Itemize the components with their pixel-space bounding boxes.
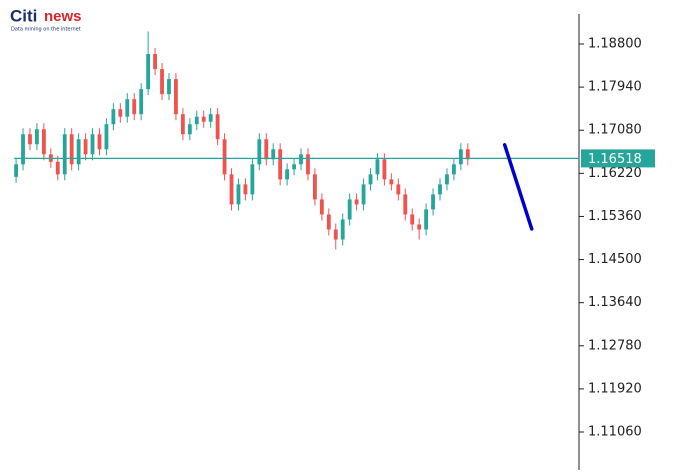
- candle-body: [125, 99, 130, 117]
- candle-body: [410, 214, 415, 225]
- candle-body: [382, 159, 387, 180]
- y-tick-label: 1.11060: [588, 425, 642, 440]
- candle-body: [41, 129, 46, 155]
- candle-body: [243, 184, 248, 195]
- candle-body: [62, 134, 67, 175]
- candle-body: [14, 164, 18, 177]
- candle-body: [69, 134, 74, 165]
- candle-body: [424, 209, 429, 230]
- candle-body: [445, 174, 449, 185]
- current-price-box: [581, 149, 655, 168]
- candle-body: [319, 199, 324, 215]
- candle-body: [167, 79, 171, 95]
- candle-body: [465, 149, 470, 160]
- candle-body: [153, 54, 157, 70]
- candle-body: [417, 224, 422, 230]
- candle-body: [250, 164, 255, 195]
- candle-body: [35, 129, 39, 145]
- candle-body: [229, 174, 234, 205]
- candle-body: [90, 134, 95, 155]
- y-tick-label: 1.14500: [588, 252, 642, 267]
- candle-body: [326, 214, 331, 230]
- candle-body: [438, 184, 442, 195]
- y-tick-label: 1.11920: [588, 381, 642, 396]
- candle-body: [83, 139, 88, 155]
- candle-body: [236, 184, 241, 205]
- candle-body: [451, 164, 456, 175]
- candle-body: [76, 139, 81, 165]
- logo-news: news: [44, 8, 82, 25]
- candle-body: [160, 69, 164, 95]
- candle-body: [306, 154, 310, 175]
- candle-body: [403, 194, 408, 215]
- candle-body: [361, 184, 366, 205]
- candle-body: [313, 174, 317, 200]
- y-tick-label: 1.17940: [588, 80, 642, 95]
- candle-body: [28, 134, 32, 145]
- candle-body: [132, 99, 137, 115]
- candle-body: [201, 116, 206, 122]
- candle-body: [146, 54, 151, 90]
- candle-body: [104, 124, 109, 150]
- y-tick-label: 1.16220: [588, 166, 642, 181]
- candle-body: [111, 109, 116, 125]
- candle-body: [389, 179, 394, 185]
- candle-body: [264, 139, 269, 160]
- logo-citi: Citi: [10, 6, 37, 25]
- candle-body: [21, 134, 25, 165]
- candle-body: [180, 114, 185, 135]
- y-tick-label: 1.12780: [588, 338, 642, 353]
- candle-body: [431, 194, 435, 210]
- candle-body: [222, 139, 227, 175]
- candle-body: [347, 199, 352, 220]
- candle-body: [375, 159, 380, 175]
- y-tick-label: 1.17080: [588, 123, 642, 138]
- candle-body: [257, 139, 262, 165]
- candle-body: [271, 149, 276, 160]
- candle-body: [139, 89, 144, 115]
- candle-body: [215, 114, 220, 140]
- current-price-label: 1.16518: [588, 152, 642, 167]
- candle-body: [97, 134, 102, 150]
- candle-body: [278, 149, 283, 180]
- candle-body: [299, 154, 303, 165]
- candle-body: [208, 114, 213, 122]
- candle-body: [285, 169, 290, 180]
- candle-body: [187, 124, 192, 135]
- logo-tagline: Data mining on the internet: [11, 27, 81, 33]
- candle-body: [396, 184, 401, 195]
- candle-body: [194, 116, 199, 125]
- y-tick-label: 1.15360: [588, 209, 642, 224]
- candle-body: [333, 229, 338, 240]
- y-tick-label: 1.18800: [588, 37, 642, 52]
- candle-body: [354, 199, 359, 205]
- candle-body: [55, 161, 60, 175]
- candle-body: [458, 149, 463, 165]
- candle-body: [340, 219, 345, 240]
- y-tick-label: 1.13640: [588, 295, 642, 310]
- projection-line: [502, 143, 534, 231]
- candle-body: [368, 174, 373, 185]
- candle-body: [174, 79, 178, 115]
- candle-body: [118, 109, 123, 117]
- candle-body: [292, 164, 296, 170]
